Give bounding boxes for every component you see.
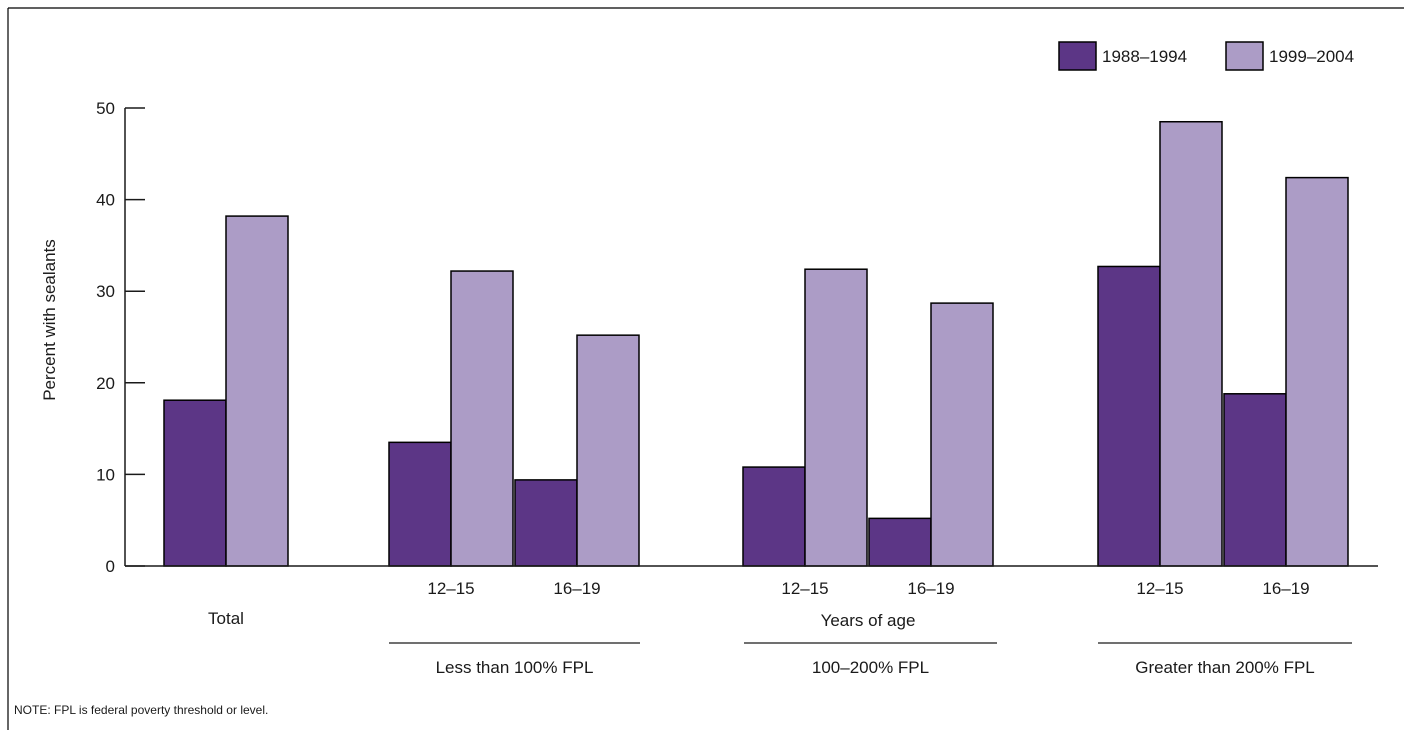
legend: 1988–1994 1999–2004: [1058, 41, 1354, 71]
bar-1999-2004-5: [1159, 120, 1223, 567]
category-labels: Total 12–15 16–19 12–15 16–19 12–15 16–19: [208, 579, 1310, 628]
group-label-1: 100–200% FPL: [812, 658, 929, 677]
category-label-5: 12–15: [1136, 579, 1183, 598]
x-axis-label: Years of age: [821, 611, 916, 630]
category-label-0: Total: [208, 609, 244, 628]
y-axis-label: Percent with sealants: [40, 239, 59, 401]
legend-label-1988-1994: 1988–1994: [1102, 47, 1187, 66]
bar-1999-2004-3: [804, 268, 868, 567]
y-tick-label-10: 10: [96, 465, 115, 484]
bar-1988-1994-5: [1097, 265, 1161, 567]
legend-swatch-1999-2004: [1225, 41, 1264, 71]
legend-swatch-1988-1994: [1058, 41, 1097, 71]
group-labels: Less than 100% FPL 100–200% FPL Greater th…: [389, 642, 1352, 677]
bar-1999-2004-2: [576, 334, 640, 567]
category-label-6: 16–19: [1262, 579, 1309, 598]
bar-1988-1994-4: [868, 517, 932, 567]
bar-1988-1994-3: [742, 466, 806, 567]
bar-1999-2004-4: [930, 302, 994, 567]
group-label-2: Greater than 200% FPL: [1135, 658, 1315, 677]
category-label-2: 16–19: [553, 579, 600, 598]
category-label-1: 12–15: [427, 579, 474, 598]
bar-1988-1994-1: [388, 441, 452, 567]
y-tick-label-50: 50: [96, 99, 115, 118]
y-tick-label-30: 30: [96, 282, 115, 301]
y-tick-label-40: 40: [96, 191, 115, 210]
bar-1988-1994-0: [163, 399, 227, 567]
group-label-0: Less than 100% FPL: [436, 658, 594, 677]
bar-1999-2004-1: [450, 270, 514, 567]
category-label-3: 12–15: [781, 579, 828, 598]
bars-layer: [163, 120, 1349, 567]
footnote: NOTE: FPL is federal poverty threshold o…: [14, 703, 268, 717]
y-axis: 0 10 20 30 40 50: [96, 99, 1378, 576]
bar-1999-2004-0: [225, 215, 289, 567]
y-tick-label-20: 20: [96, 374, 115, 393]
bar-1999-2004-6: [1285, 176, 1349, 567]
bar-1988-1994-6: [1223, 393, 1287, 567]
bar-1988-1994-2: [514, 479, 578, 567]
legend-label-1999-2004: 1999–2004: [1269, 47, 1354, 66]
category-label-4: 16–19: [907, 579, 954, 598]
y-tick-label-0: 0: [106, 557, 115, 576]
